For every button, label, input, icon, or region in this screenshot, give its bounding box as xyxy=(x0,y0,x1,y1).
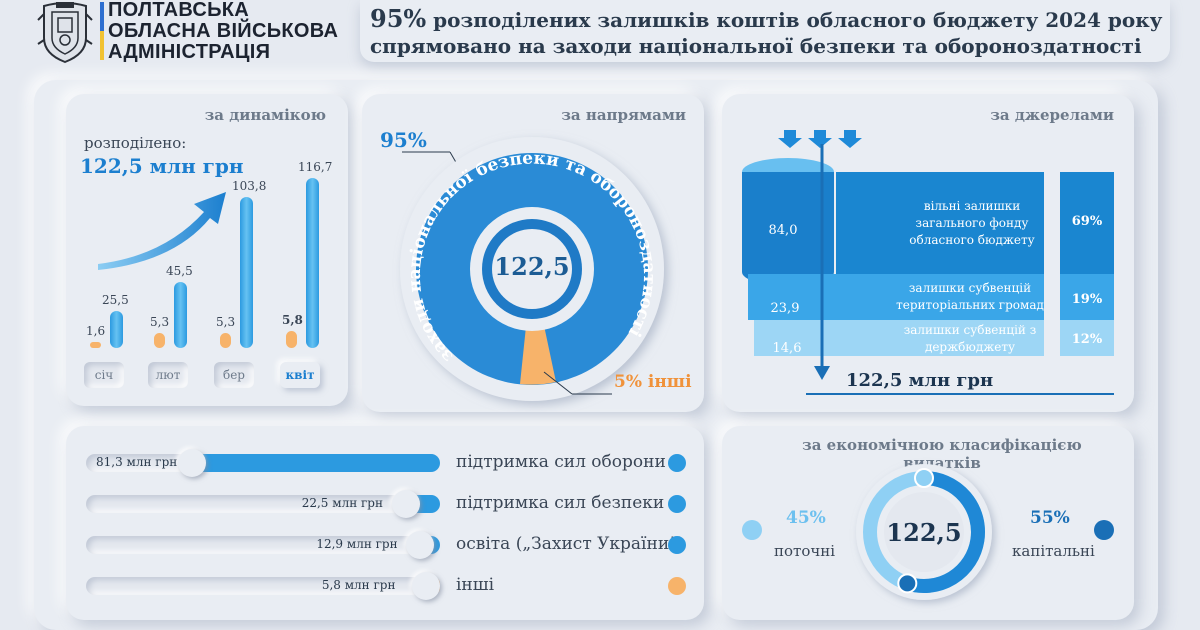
bar-large-січ xyxy=(110,310,123,348)
bar-small-лют xyxy=(154,332,165,348)
bar-small-квіт xyxy=(286,331,297,348)
slider-label: освіта („Захист України”) xyxy=(456,534,685,554)
sources-panel: за джерелами 84,0 23,9 14,6 вільні залиш… xyxy=(722,94,1134,412)
slider-indicator-dot xyxy=(668,454,686,472)
flag-stripe xyxy=(100,2,104,60)
org-line-2: ОБЛАСНА ВІЙСЬКОВА xyxy=(108,20,339,42)
directions-other-label: 5% інші xyxy=(614,372,692,392)
distributed-value: 122,5 млн грн xyxy=(80,154,244,178)
bar-large-квіт xyxy=(306,178,319,348)
directions-panel: за напрямами 95% заходи національної без… xyxy=(362,94,704,412)
slider-knob[interactable] xyxy=(391,490,420,518)
source-3-value: 14,6 xyxy=(772,341,802,356)
distributed-label: розподілено: xyxy=(84,134,187,152)
capital-percent: 55% xyxy=(1030,508,1070,528)
down-arrows-icon xyxy=(778,130,862,148)
sources-diagram xyxy=(742,130,1114,395)
slider-label: підтримка сил оборони xyxy=(456,452,666,472)
spending-panel: 81,3 млн грн підтримка сил оборони 22,5 мл… xyxy=(66,426,704,620)
slider-value: 81,3 млн грн xyxy=(96,455,178,469)
slider-track xyxy=(86,577,440,595)
month-button-січ[interactable]: січ xyxy=(84,362,124,388)
value-large-бер: 103,8 xyxy=(232,178,267,193)
headline-banner: 95% розподілених залишків коштів обласно… xyxy=(360,0,1170,62)
economic-capital-arc xyxy=(905,471,985,593)
sources-total: 122,5 млн грн xyxy=(846,370,994,391)
bar-small-бер xyxy=(220,332,231,348)
current-percent: 45% xyxy=(786,508,826,528)
source-2-label: залишки субвенцій територіальних громад xyxy=(896,281,1044,312)
value-large-січ: 25,5 xyxy=(102,292,129,307)
economic-panel: за економічною класифікацією видатків 12… xyxy=(722,426,1134,620)
headline-percent: 95% xyxy=(370,4,427,33)
slider-indicator-dot xyxy=(668,577,686,595)
month-button-бер[interactable]: бер xyxy=(214,362,254,388)
bar-large-бер xyxy=(240,196,253,348)
slider-track xyxy=(86,536,440,554)
org-line-3: АДМІНІСТРАЦІЯ xyxy=(108,41,271,63)
headline-text: розподілених залишків коштів обласного б… xyxy=(426,8,1163,32)
organization-name: ПОЛТАВСЬКА ОБЛАСНА ВІЙСЬКОВА АДМІНІСТРАЦ… xyxy=(108,0,338,63)
slider-indicator-dot xyxy=(668,495,686,513)
economic-ring xyxy=(742,464,1114,600)
coat-of-arms-logo xyxy=(30,0,100,64)
current-label: поточні xyxy=(774,542,836,560)
slider-indicator-dot xyxy=(668,536,686,554)
slider-value: 5,8 млн грн xyxy=(321,578,396,592)
source-1-label: вільні залишки загального фонду обласног… xyxy=(909,199,1035,247)
directions-center-value: 122,5 xyxy=(494,252,570,281)
slider-value: 22,5 млн грн xyxy=(301,496,383,510)
value-small-бер: 5,3 xyxy=(216,314,236,329)
value-small-лют: 5,3 xyxy=(150,314,170,329)
slider-knob[interactable] xyxy=(411,572,440,600)
slider-label: інші xyxy=(456,575,495,595)
headline-line-1: 95% розподілених залишків коштів обласно… xyxy=(370,4,1162,33)
slider-fill xyxy=(192,454,440,472)
directions-donut: заходи національної безпеки та оборонозд… xyxy=(400,137,664,401)
bar-large-лют xyxy=(174,281,187,348)
source-2-value: 23,9 xyxy=(770,301,800,316)
source-1-value: 84,0 xyxy=(768,223,798,238)
value-small-квіт: 5,8 xyxy=(282,313,303,328)
directions-main-percent: 95% xyxy=(380,128,427,152)
slider-value: 12,9 млн грн xyxy=(316,537,398,551)
source-3-percent: 12% xyxy=(1071,332,1103,347)
capital-label: капітальні xyxy=(1012,542,1095,560)
month-button-лют[interactable]: лют xyxy=(148,362,188,388)
value-large-лют: 45,5 xyxy=(166,263,193,278)
slider-track xyxy=(86,495,440,513)
source-1-percent: 69% xyxy=(1071,214,1103,229)
headline-line-2: спрямовано на заходи національної безпек… xyxy=(370,34,1142,58)
slider-knob[interactable] xyxy=(406,531,435,559)
value-large-квіт: 116,7 xyxy=(298,160,333,174)
bar-small-січ xyxy=(90,342,101,348)
dynamics-panel: за динамікою розподілено: 122,5 млн грн … xyxy=(66,94,348,406)
slider-label: підтримка сил безпеки xyxy=(456,493,665,513)
dynamics-title: за динамікою xyxy=(204,106,326,124)
sources-title: за джерелами xyxy=(990,106,1114,124)
org-line-1: ПОЛТАВСЬКА xyxy=(108,0,250,21)
source-2-percent: 19% xyxy=(1071,292,1103,307)
directions-title: за напрямами xyxy=(561,106,686,124)
source-3-label: залишки субвенцій з держбюджету xyxy=(903,323,1037,354)
slider-knob[interactable] xyxy=(178,449,207,477)
value-small-січ: 1,6 xyxy=(86,324,106,338)
economic-center-value: 122,5 xyxy=(886,518,962,547)
growth-arrow-icon xyxy=(98,192,226,270)
month-button-квіт[interactable]: квіт xyxy=(280,362,320,388)
